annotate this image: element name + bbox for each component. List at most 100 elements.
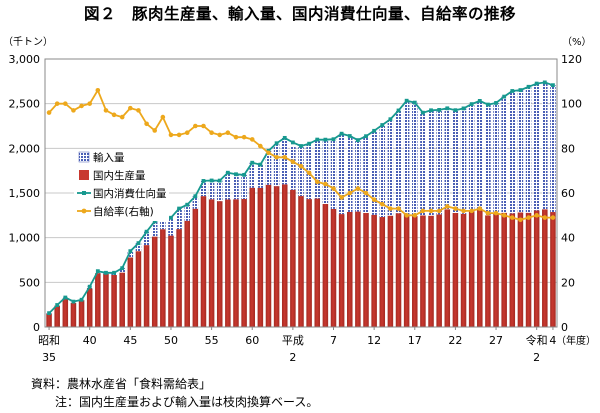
- production-bar: [290, 189, 296, 327]
- production-bar: [330, 208, 337, 327]
- production-bar: [62, 298, 69, 327]
- self-sufficiency-point: [444, 204, 450, 209]
- right-tick-label: 20: [561, 276, 575, 289]
- consumption-point: [372, 128, 377, 133]
- production-bar: [314, 198, 321, 327]
- import-bar: [135, 243, 142, 252]
- consumption-point: [177, 206, 181, 211]
- self-sufficiency-point: [266, 150, 271, 156]
- self-sufficiency-point: [87, 101, 92, 106]
- production-bar: [200, 196, 207, 327]
- production-bar: [176, 229, 182, 327]
- x-tick-sublabel: 35: [42, 351, 56, 364]
- consumption-point: [347, 134, 352, 138]
- import-bar: [176, 208, 182, 230]
- import-bar: [257, 164, 264, 188]
- import-bar: [151, 221, 158, 237]
- production-bar: [346, 211, 353, 327]
- consumption-point: [534, 81, 539, 86]
- production-bar: [298, 196, 304, 327]
- legend-label: 自給率(右軸): [93, 205, 154, 218]
- self-sufficiency-point: [71, 108, 76, 113]
- consumption-point: [225, 170, 230, 175]
- consumption-point: [323, 137, 328, 142]
- right-tick-label: 60: [561, 187, 575, 200]
- self-sufficiency-point: [136, 108, 141, 113]
- self-sufficiency-point: [363, 190, 369, 196]
- self-sufficiency-point: [493, 210, 499, 216]
- self-sufficiency-point: [347, 190, 353, 196]
- production-bar: [428, 215, 434, 327]
- consumption-point: [542, 80, 547, 85]
- consumption-point: [315, 137, 320, 142]
- import-bar: [436, 109, 442, 215]
- import-bar: [298, 146, 304, 197]
- self-sufficiency-point: [184, 130, 190, 135]
- right-tick-label: 40: [561, 232, 575, 245]
- consumption-point: [217, 178, 222, 183]
- left-axis-unit: （千トン）: [3, 36, 53, 48]
- production-bar: [78, 300, 85, 327]
- self-sufficiency-point: [249, 137, 255, 142]
- production-bar: [468, 211, 475, 327]
- production-bar: [436, 214, 442, 327]
- consumption-point: [526, 84, 531, 89]
- x-tick-label: 12: [367, 334, 381, 347]
- self-sufficiency-point: [412, 213, 418, 218]
- self-sufficiency-point: [201, 123, 206, 129]
- import-bar: [127, 251, 134, 258]
- production-bar: [119, 272, 125, 327]
- right-axis-unit: （%）: [562, 36, 592, 48]
- self-sufficiency-point: [119, 114, 125, 120]
- production-bar: [151, 236, 158, 327]
- x-tick-label: 7: [330, 334, 337, 347]
- left-tick-label: 3,000: [9, 53, 41, 66]
- bar-layer: [46, 82, 556, 327]
- legend-swatch-production: [79, 170, 89, 180]
- production-bar: [477, 209, 483, 327]
- production-bar: [403, 214, 410, 327]
- production-bar: [452, 212, 459, 327]
- consumption-point: [87, 284, 92, 289]
- production-bar: [95, 273, 101, 327]
- consumption-point: [242, 172, 247, 177]
- production-bar: [395, 213, 402, 327]
- consumption-point: [461, 106, 466, 111]
- consumption-point: [290, 140, 295, 145]
- production-bar: [70, 302, 77, 327]
- production-bar: [420, 215, 426, 327]
- production-bar: [542, 209, 548, 327]
- axis-layer: 0 500 1,000 1,500 2,000 2,500 3,000 0 20 40 60 80 10…: [3, 36, 596, 364]
- production-bar: [208, 199, 215, 327]
- consumption-point: [331, 137, 336, 142]
- production-bar: [127, 257, 134, 327]
- self-sufficiency-point: [453, 206, 458, 211]
- self-sufficiency-point: [436, 208, 442, 214]
- x-tick-label: 45: [123, 334, 137, 347]
- consumption-point: [95, 269, 100, 274]
- self-sufficiency-point: [144, 121, 149, 127]
- import-bar: [265, 150, 272, 185]
- consumption-point: [477, 98, 482, 103]
- consumption-point: [128, 249, 133, 254]
- production-bar: [86, 288, 93, 327]
- import-bar: [160, 218, 166, 230]
- self-sufficiency-point: [404, 213, 409, 218]
- self-sufficiency-point: [193, 123, 198, 129]
- legend-marker-consumption: [82, 191, 86, 195]
- production-bar: [257, 187, 264, 327]
- left-tick-label: 1,500: [9, 187, 41, 200]
- consumption-point: [120, 266, 125, 271]
- self-sufficiency-point: [550, 215, 556, 220]
- import-bar: [119, 268, 125, 273]
- import-bar: [403, 100, 410, 215]
- consumption-point: [396, 108, 401, 113]
- self-sufficiency-point: [217, 132, 223, 138]
- import-bar: [550, 85, 556, 213]
- right-tick-label: 0: [561, 321, 568, 334]
- self-sufficiency-point: [371, 197, 377, 202]
- consumption-point: [380, 123, 385, 127]
- consumption-point: [445, 106, 450, 111]
- production-bar: [501, 212, 507, 327]
- x-tick-sublabel: 2: [533, 351, 540, 364]
